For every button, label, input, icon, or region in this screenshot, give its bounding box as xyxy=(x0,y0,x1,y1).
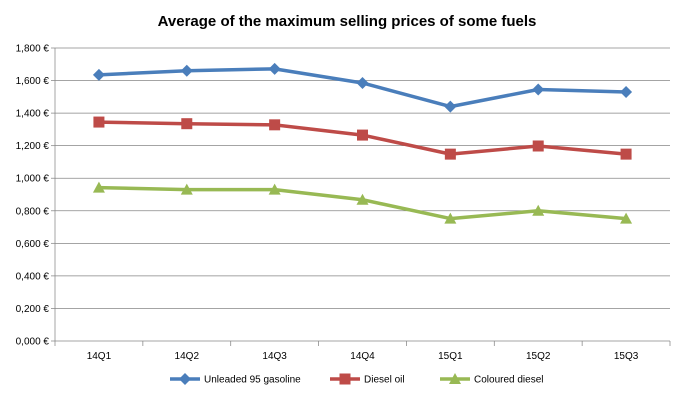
y-tick-label: 1,800 € xyxy=(16,44,50,55)
data-point xyxy=(92,181,105,193)
series-3 xyxy=(92,181,633,224)
legend-item: Coloured diesel xyxy=(440,373,544,386)
data-point xyxy=(180,183,193,195)
data-point xyxy=(532,204,545,216)
x-tick-label: 14Q2 xyxy=(175,351,200,362)
axes xyxy=(54,48,670,342)
data-point xyxy=(357,129,368,141)
y-tick-label: 1,200 € xyxy=(16,141,50,152)
series-group xyxy=(92,62,633,224)
data-point xyxy=(93,116,105,128)
y-tick-label: 0,600 € xyxy=(16,239,50,250)
data-point xyxy=(444,100,457,113)
series-2 xyxy=(93,116,632,160)
y-tick-label: 0,800 € xyxy=(16,206,50,217)
legend-marker xyxy=(339,373,351,385)
y-tick-label: 0,400 € xyxy=(16,271,50,282)
series-1 xyxy=(92,62,633,113)
y-tick-label: 0,000 € xyxy=(16,337,50,348)
x-tick-label: 14Q1 xyxy=(87,351,112,362)
data-point xyxy=(444,148,456,160)
data-point xyxy=(92,68,105,81)
x-tick-label: 14Q4 xyxy=(350,351,375,362)
legend-marker xyxy=(179,373,191,385)
data-point xyxy=(181,118,193,130)
legend-label: Unleaded 95 gasoline xyxy=(204,375,301,386)
y-tick-label: 1,000 € xyxy=(16,174,50,185)
data-point xyxy=(269,119,281,131)
data-point xyxy=(620,212,633,224)
x-axis-ticks: 14Q1 14Q2 14Q3 14Q4 15Q1 15Q2 15Q3 xyxy=(54,341,671,362)
data-point xyxy=(532,83,545,96)
y-tick-label: 0,200 € xyxy=(16,304,50,315)
x-tick-label: 15Q2 xyxy=(526,351,551,362)
data-point xyxy=(444,212,457,224)
data-point xyxy=(620,85,633,98)
y-tick-label: 1,600 € xyxy=(16,76,50,87)
data-point xyxy=(180,64,193,77)
chart-title: Average of the maximum selling prices of… xyxy=(158,13,537,30)
y-tick-label: 1,400 € xyxy=(16,109,50,120)
legend-marker xyxy=(449,373,461,384)
legend: Unleaded 95 gasoline Diesel oil Coloured d… xyxy=(170,373,544,386)
gridlines xyxy=(55,47,670,309)
legend-item: Unleaded 95 gasoline xyxy=(170,373,301,386)
legend-item: Diesel oil xyxy=(330,373,405,386)
data-point xyxy=(356,193,369,205)
x-tick-label: 15Q3 xyxy=(614,351,639,362)
data-point xyxy=(268,183,281,195)
data-point xyxy=(620,148,632,160)
legend-label: Diesel oil xyxy=(364,375,405,386)
x-tick-label: 15Q1 xyxy=(438,351,463,362)
data-point xyxy=(356,76,369,89)
data-point xyxy=(268,62,281,75)
x-tick-label: 14Q3 xyxy=(262,351,287,362)
legend-label: Coloured diesel xyxy=(474,375,544,386)
y-axis-ticks: 0,000 € 0,200 € 0,400 € 0,600 € 0,800 € 1,000… xyxy=(16,44,55,348)
data-point xyxy=(532,140,544,152)
